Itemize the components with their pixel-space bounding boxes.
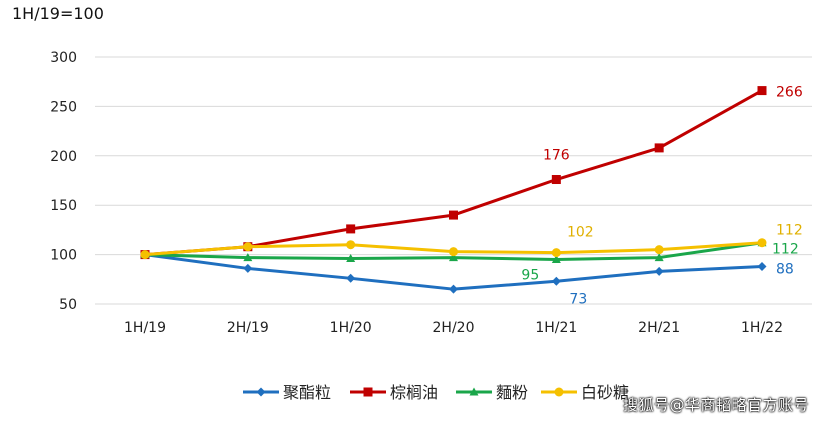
series-2-point-1	[243, 253, 253, 262]
data-label-7: 88	[776, 261, 794, 277]
legend-label-0: 聚酯粒	[283, 383, 331, 402]
data-label-3: 112	[776, 223, 803, 239]
series-3-point-0	[140, 250, 150, 260]
x-tick-label-2: 1H/20	[330, 320, 372, 336]
series-3-point-2	[346, 240, 356, 250]
x-tick-label-0: 1H/19	[124, 320, 166, 336]
series-3-point-5	[654, 245, 664, 255]
series-3-point-3	[449, 247, 458, 257]
series-1-point-2	[346, 224, 356, 234]
series-0-point-1	[243, 263, 253, 273]
series-2-point-2	[346, 254, 356, 263]
series-3-point-1	[243, 242, 253, 252]
x-tick-label-1: 2H/19	[227, 320, 269, 336]
y-tick-label-100: 100	[50, 248, 77, 264]
series-0-point-3	[449, 284, 458, 294]
series-1-point-5	[654, 143, 664, 153]
x-tick-label-6: 1H/22	[741, 320, 783, 336]
series-3-point-6	[757, 238, 767, 248]
y-tick-label-150: 150	[50, 198, 77, 214]
series-2-point-4	[551, 255, 561, 264]
series-0-point-6	[757, 261, 767, 271]
x-tick-label-4: 1H/21	[535, 320, 577, 336]
series-3-point-4	[551, 248, 561, 258]
legend-marker-2	[469, 387, 479, 396]
series-2-point-5	[654, 253, 664, 262]
legend-marker-0	[256, 387, 266, 397]
series-1-point-3	[449, 210, 458, 220]
watermark-text: 搜狐号@华商韬略官方账号	[622, 396, 809, 414]
legend-label-1: 棕榈油	[390, 383, 438, 402]
x-tick-label-3: 2H/20	[433, 320, 475, 336]
legend-marker-1	[363, 387, 373, 397]
y-tick-label-50: 50	[59, 297, 77, 313]
y-tick-label-200: 200	[50, 149, 77, 165]
data-label-5: 112	[772, 242, 799, 258]
legend-marker-3	[554, 387, 564, 397]
series-1-point-4	[551, 175, 561, 185]
series-0-point-5	[654, 266, 664, 276]
series-0-point-2	[346, 273, 356, 283]
series-line-1	[144, 89, 763, 257]
legend-label-3: 白砂糖	[581, 383, 629, 402]
data-label-1: 266	[776, 85, 803, 101]
y-tick-label-300: 300	[50, 50, 77, 66]
series-0-point-4	[551, 276, 561, 286]
data-label-4: 95	[521, 268, 539, 284]
legend-label-2: 麵粉	[496, 383, 528, 402]
series-2-point-3	[449, 253, 458, 262]
data-label-0: 176	[543, 148, 570, 164]
data-label-6: 73	[569, 291, 587, 307]
series-1-point-6	[757, 86, 767, 96]
x-tick-label-5: 2H/21	[638, 320, 680, 336]
data-label-2: 102	[567, 225, 594, 241]
unit-label: 1H/19=100	[12, 4, 104, 23]
y-tick-label-250: 250	[50, 99, 77, 115]
